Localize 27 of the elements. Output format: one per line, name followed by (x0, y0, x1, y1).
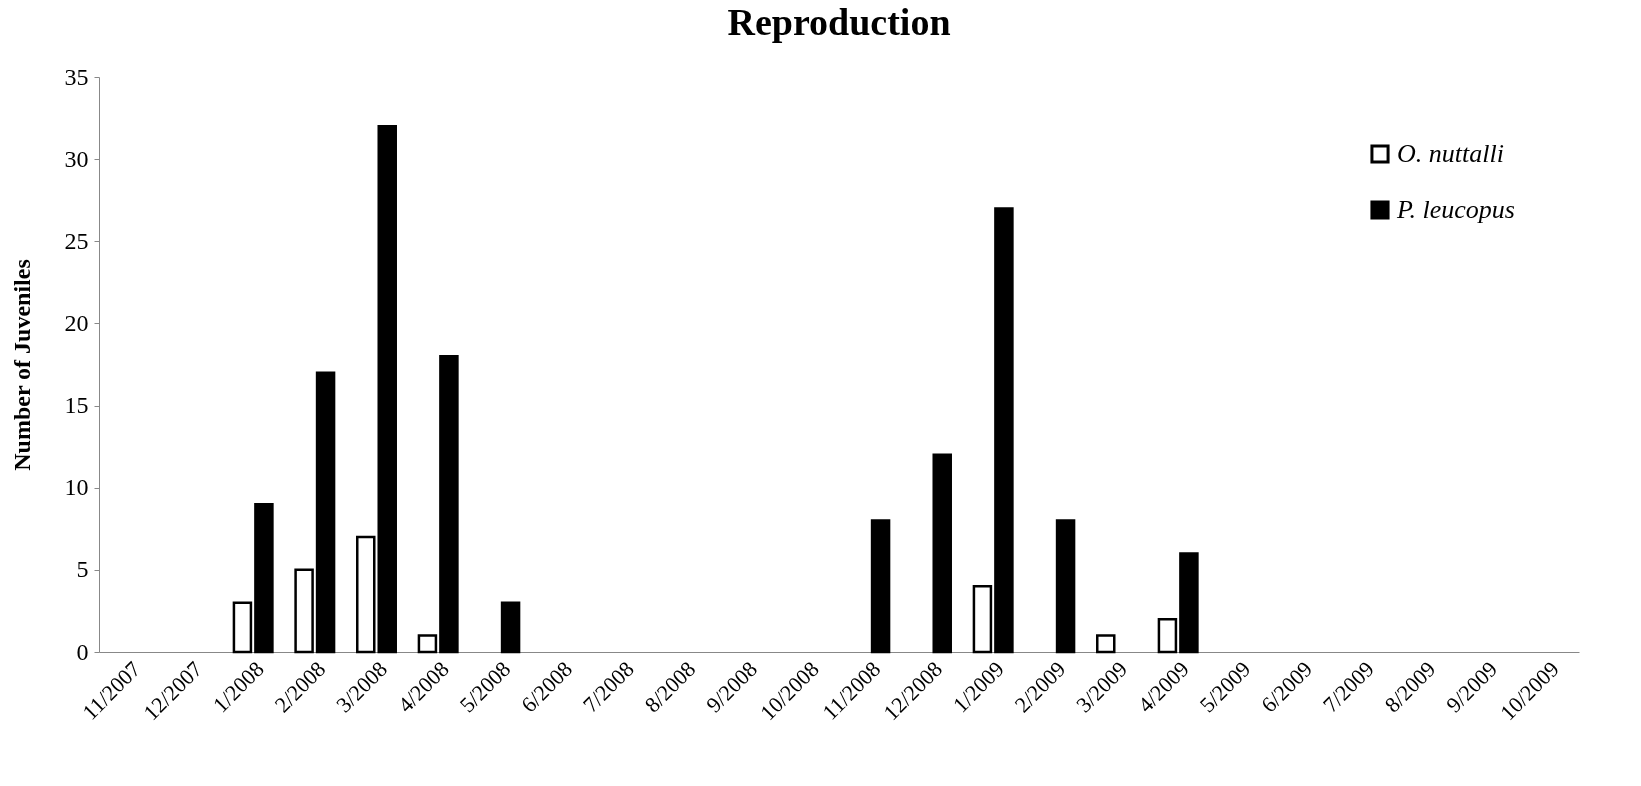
bar (1179, 552, 1199, 654)
bar (254, 502, 274, 654)
bar (417, 634, 438, 654)
bar (1157, 617, 1178, 654)
bar (932, 453, 952, 654)
chart-title: Reproduction (727, 1, 951, 43)
bar (870, 519, 891, 654)
y-axis-title: Number of Juveniles (8, 259, 35, 471)
bar (294, 568, 314, 654)
legend-label: P. leucopus (1396, 195, 1515, 224)
bar (315, 371, 336, 654)
y-tick-label: 25 (64, 227, 89, 254)
bar (232, 601, 253, 654)
bar (500, 601, 521, 654)
bar (972, 585, 993, 654)
y-tick-label: 30 (64, 145, 89, 172)
y-tick-label: 15 (64, 392, 89, 419)
y-tick-label: 20 (64, 309, 89, 336)
legend-label: O. nuttalli (1397, 139, 1504, 168)
y-tick-label: 10 (64, 474, 89, 501)
y-tick-label: 5 (76, 556, 89, 583)
bar (1096, 634, 1116, 654)
bar (439, 355, 459, 654)
bar (994, 207, 1014, 654)
bar (1055, 519, 1076, 654)
y-tick-label: 35 (64, 63, 89, 90)
y-tick-label: 0 (76, 638, 89, 665)
